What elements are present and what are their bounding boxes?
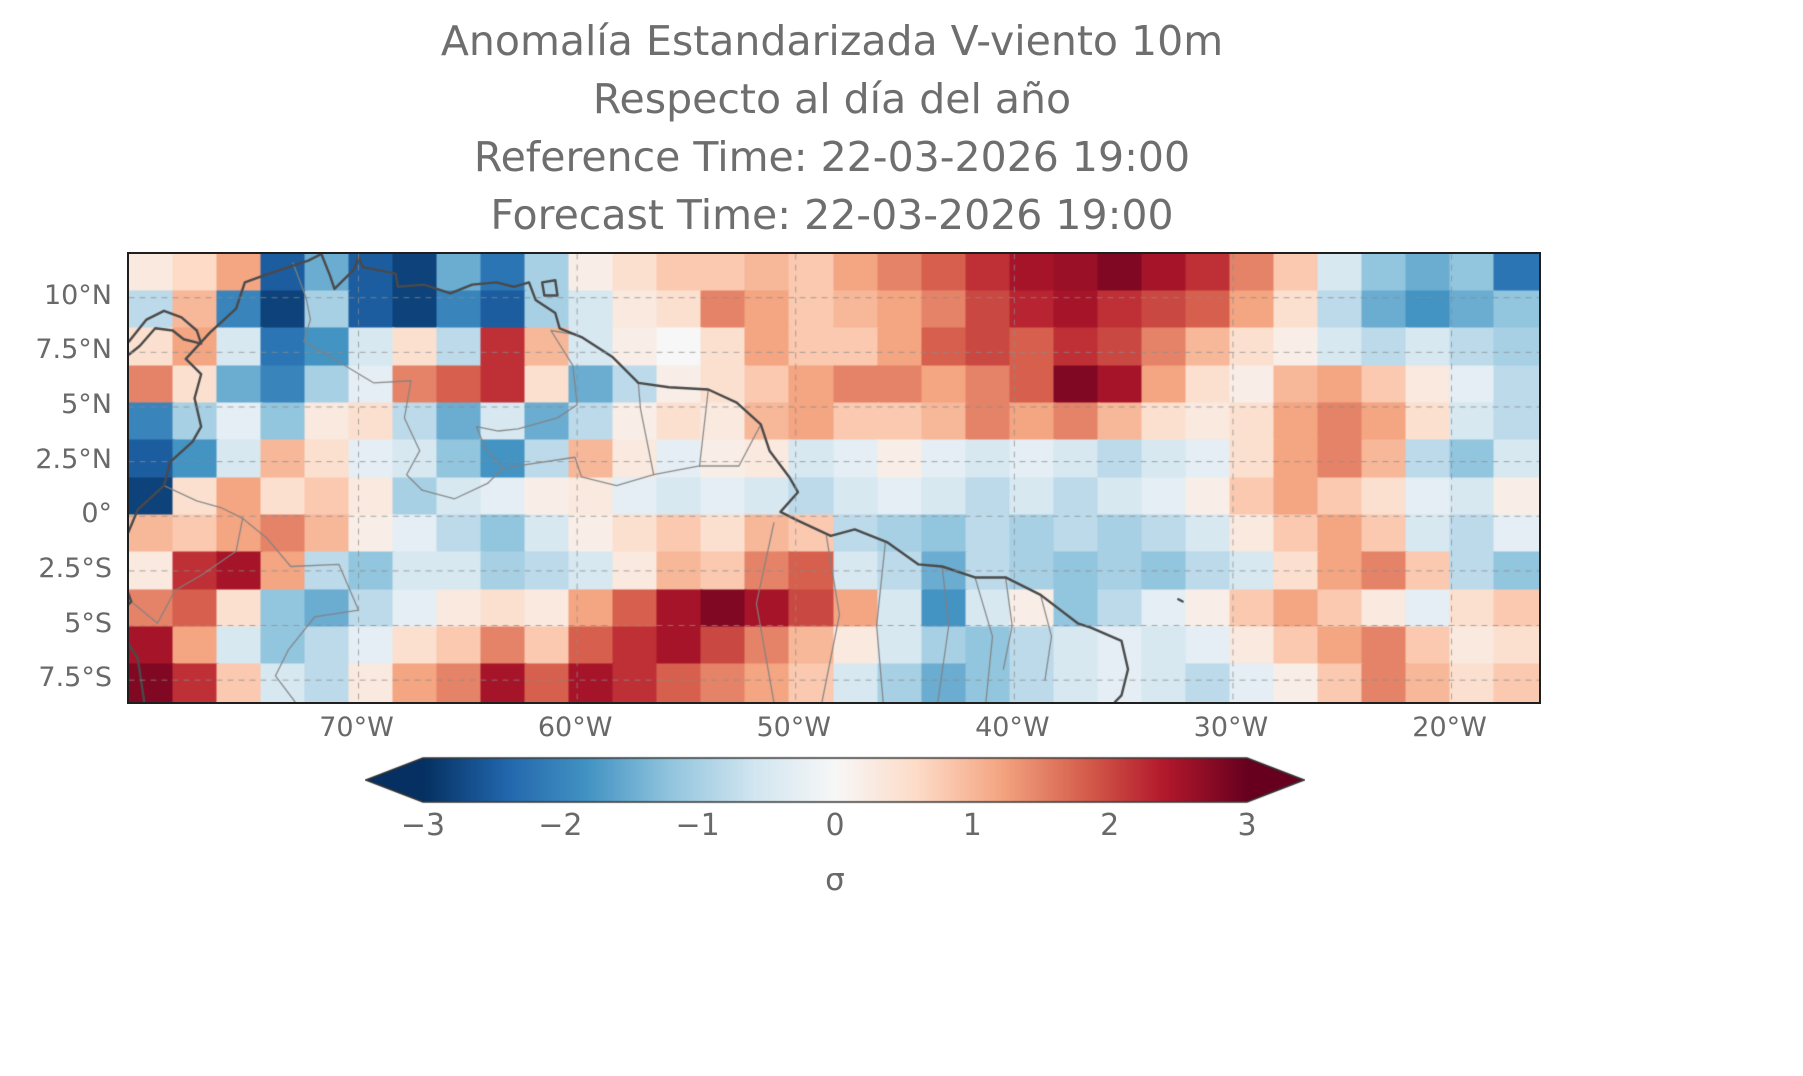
y-axis-tick-labels: 10°N 7.5°N 5°N 2.5°N 0° 2.5°S 5°S 7.5°S xyxy=(0,252,112,700)
colorbar xyxy=(365,755,1305,805)
title-line-4: Forecast Time: 22-03-2026 19:00 xyxy=(490,191,1174,239)
y-tick-label: 0° xyxy=(81,498,112,530)
x-tick-label: 20°W xyxy=(1412,712,1487,743)
colorbar-tick-label: 3 xyxy=(1237,808,1257,843)
x-tick-label: 70°W xyxy=(319,712,394,743)
x-tick-label: 60°W xyxy=(537,712,613,743)
title-line-1: Anomalía Estandarizada V-viento 10m xyxy=(440,17,1224,65)
heatmap-canvas xyxy=(129,254,1539,702)
chart-title: Anomalía Estandarizada V-viento 10m Resp… xyxy=(127,12,1537,244)
y-tick-label: 5°S xyxy=(64,607,112,639)
colorbar-tick-label: 2 xyxy=(1100,808,1120,843)
colorbar-tick-labels: −3 −2 −1 0 1 2 3 xyxy=(365,808,1305,850)
y-tick-label: 2.5°N xyxy=(35,443,112,475)
colorbar-canvas xyxy=(365,755,1305,805)
colorbar-tick-label: −2 xyxy=(538,808,583,843)
title-line-2: Respecto al día del año xyxy=(592,75,1072,123)
y-tick-label: 5°N xyxy=(61,388,112,420)
colorbar-tick-label: 0 xyxy=(825,808,845,843)
x-axis-tick-labels: 70°W 60°W 50°W 40°W 30°W 20°W xyxy=(127,712,1537,752)
x-tick-label: 30°W xyxy=(1193,712,1269,743)
colorbar-tick-label: 1 xyxy=(962,808,982,843)
y-tick-label: 10°N xyxy=(43,279,112,311)
title-line-3: Reference Time: 22-03-2026 19:00 xyxy=(473,133,1191,181)
colorbar-tick-label: −1 xyxy=(675,808,720,843)
map-plot-area xyxy=(127,252,1541,704)
colorbar-tick-label: −3 xyxy=(400,808,446,843)
y-tick-label: 7.5°S xyxy=(38,662,112,694)
y-tick-label: 2.5°S xyxy=(38,552,112,584)
x-tick-label: 40°W xyxy=(975,712,1050,743)
y-tick-label: 7.5°N xyxy=(35,334,112,366)
colorbar-label: σ xyxy=(825,862,845,898)
x-tick-label: 50°W xyxy=(756,712,832,743)
